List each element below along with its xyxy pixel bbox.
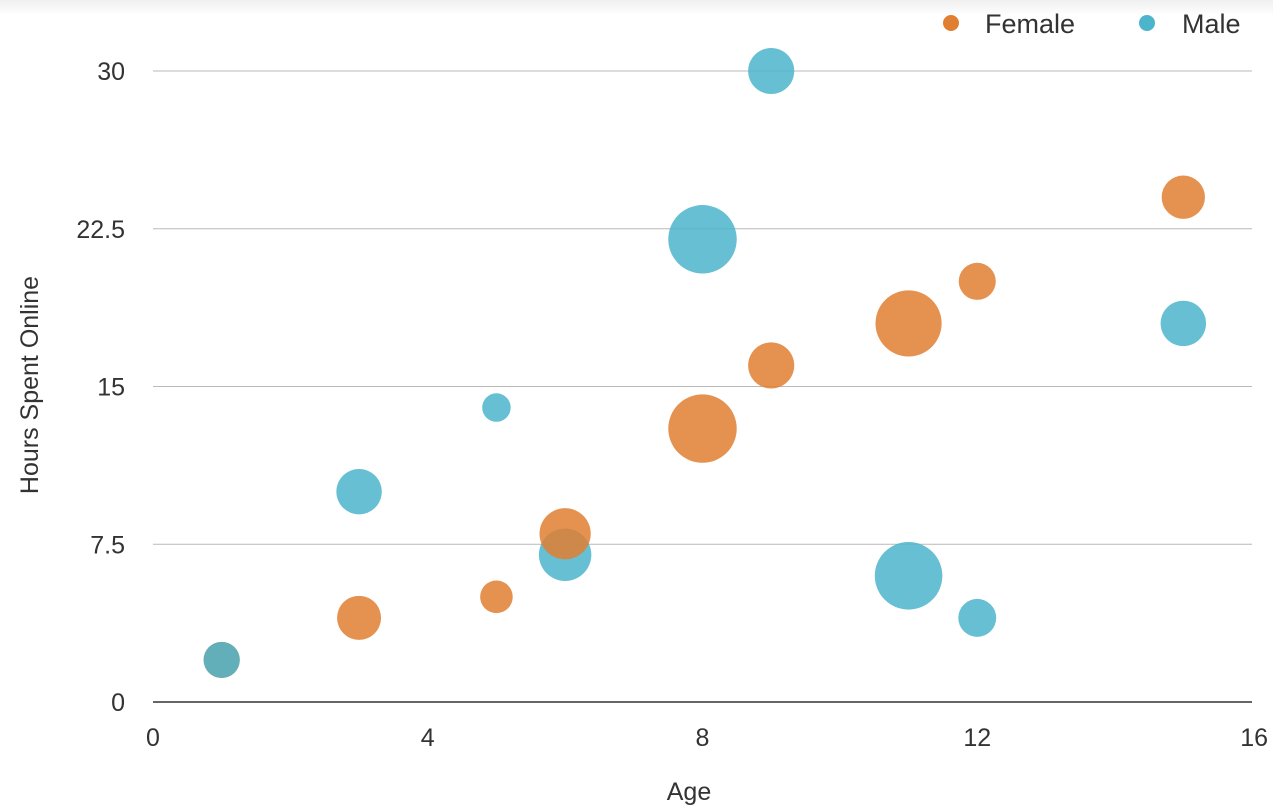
x-tick-label: 4 — [421, 724, 435, 752]
y-tick-label: 30 — [97, 58, 125, 86]
x-tick-label: 12 — [963, 724, 991, 752]
legend: Female Male — [943, 9, 1241, 39]
female-bubble — [875, 290, 942, 357]
y-tick-label: 22.5 — [76, 216, 125, 244]
female-bubble — [539, 508, 591, 560]
x-tick-label: 0 — [146, 724, 160, 752]
male-bubble — [482, 393, 511, 422]
female-bubble — [958, 262, 996, 300]
male-bubble — [668, 205, 737, 274]
male-bubble — [336, 468, 382, 515]
male-bubble — [958, 598, 997, 637]
female-bubble — [668, 394, 737, 463]
plot-area — [203, 47, 1207, 679]
axes: 0 7.5 15 22.5 30 0 4 8 12 16 Age Hours Spent Online — [16, 58, 1268, 806]
male-legend-marker — [1139, 15, 1155, 31]
female-legend-label: Female — [985, 9, 1075, 39]
y-tick-label: 0 — [111, 689, 125, 717]
male-bubble — [874, 542, 943, 610]
male-bubble — [748, 47, 795, 95]
female-bubble — [337, 595, 382, 640]
male-bubble — [203, 641, 240, 679]
y-tick-label: 15 — [97, 374, 125, 402]
male-bubble — [1160, 300, 1207, 347]
x-tick-label: 16 — [1240, 724, 1268, 752]
y-tick-label: 7.5 — [90, 531, 125, 559]
x-axis-title: Age — [667, 778, 711, 805]
female-bubble — [748, 342, 795, 389]
y-axis-title: Hours Spent Online — [16, 276, 44, 494]
grid — [153, 70, 1252, 545]
female-bubble — [480, 580, 513, 614]
x-tick-label: 8 — [696, 724, 710, 752]
female-bubble — [1161, 175, 1205, 219]
male-legend-label: Male — [1182, 9, 1241, 39]
female-legend-marker — [943, 15, 959, 31]
